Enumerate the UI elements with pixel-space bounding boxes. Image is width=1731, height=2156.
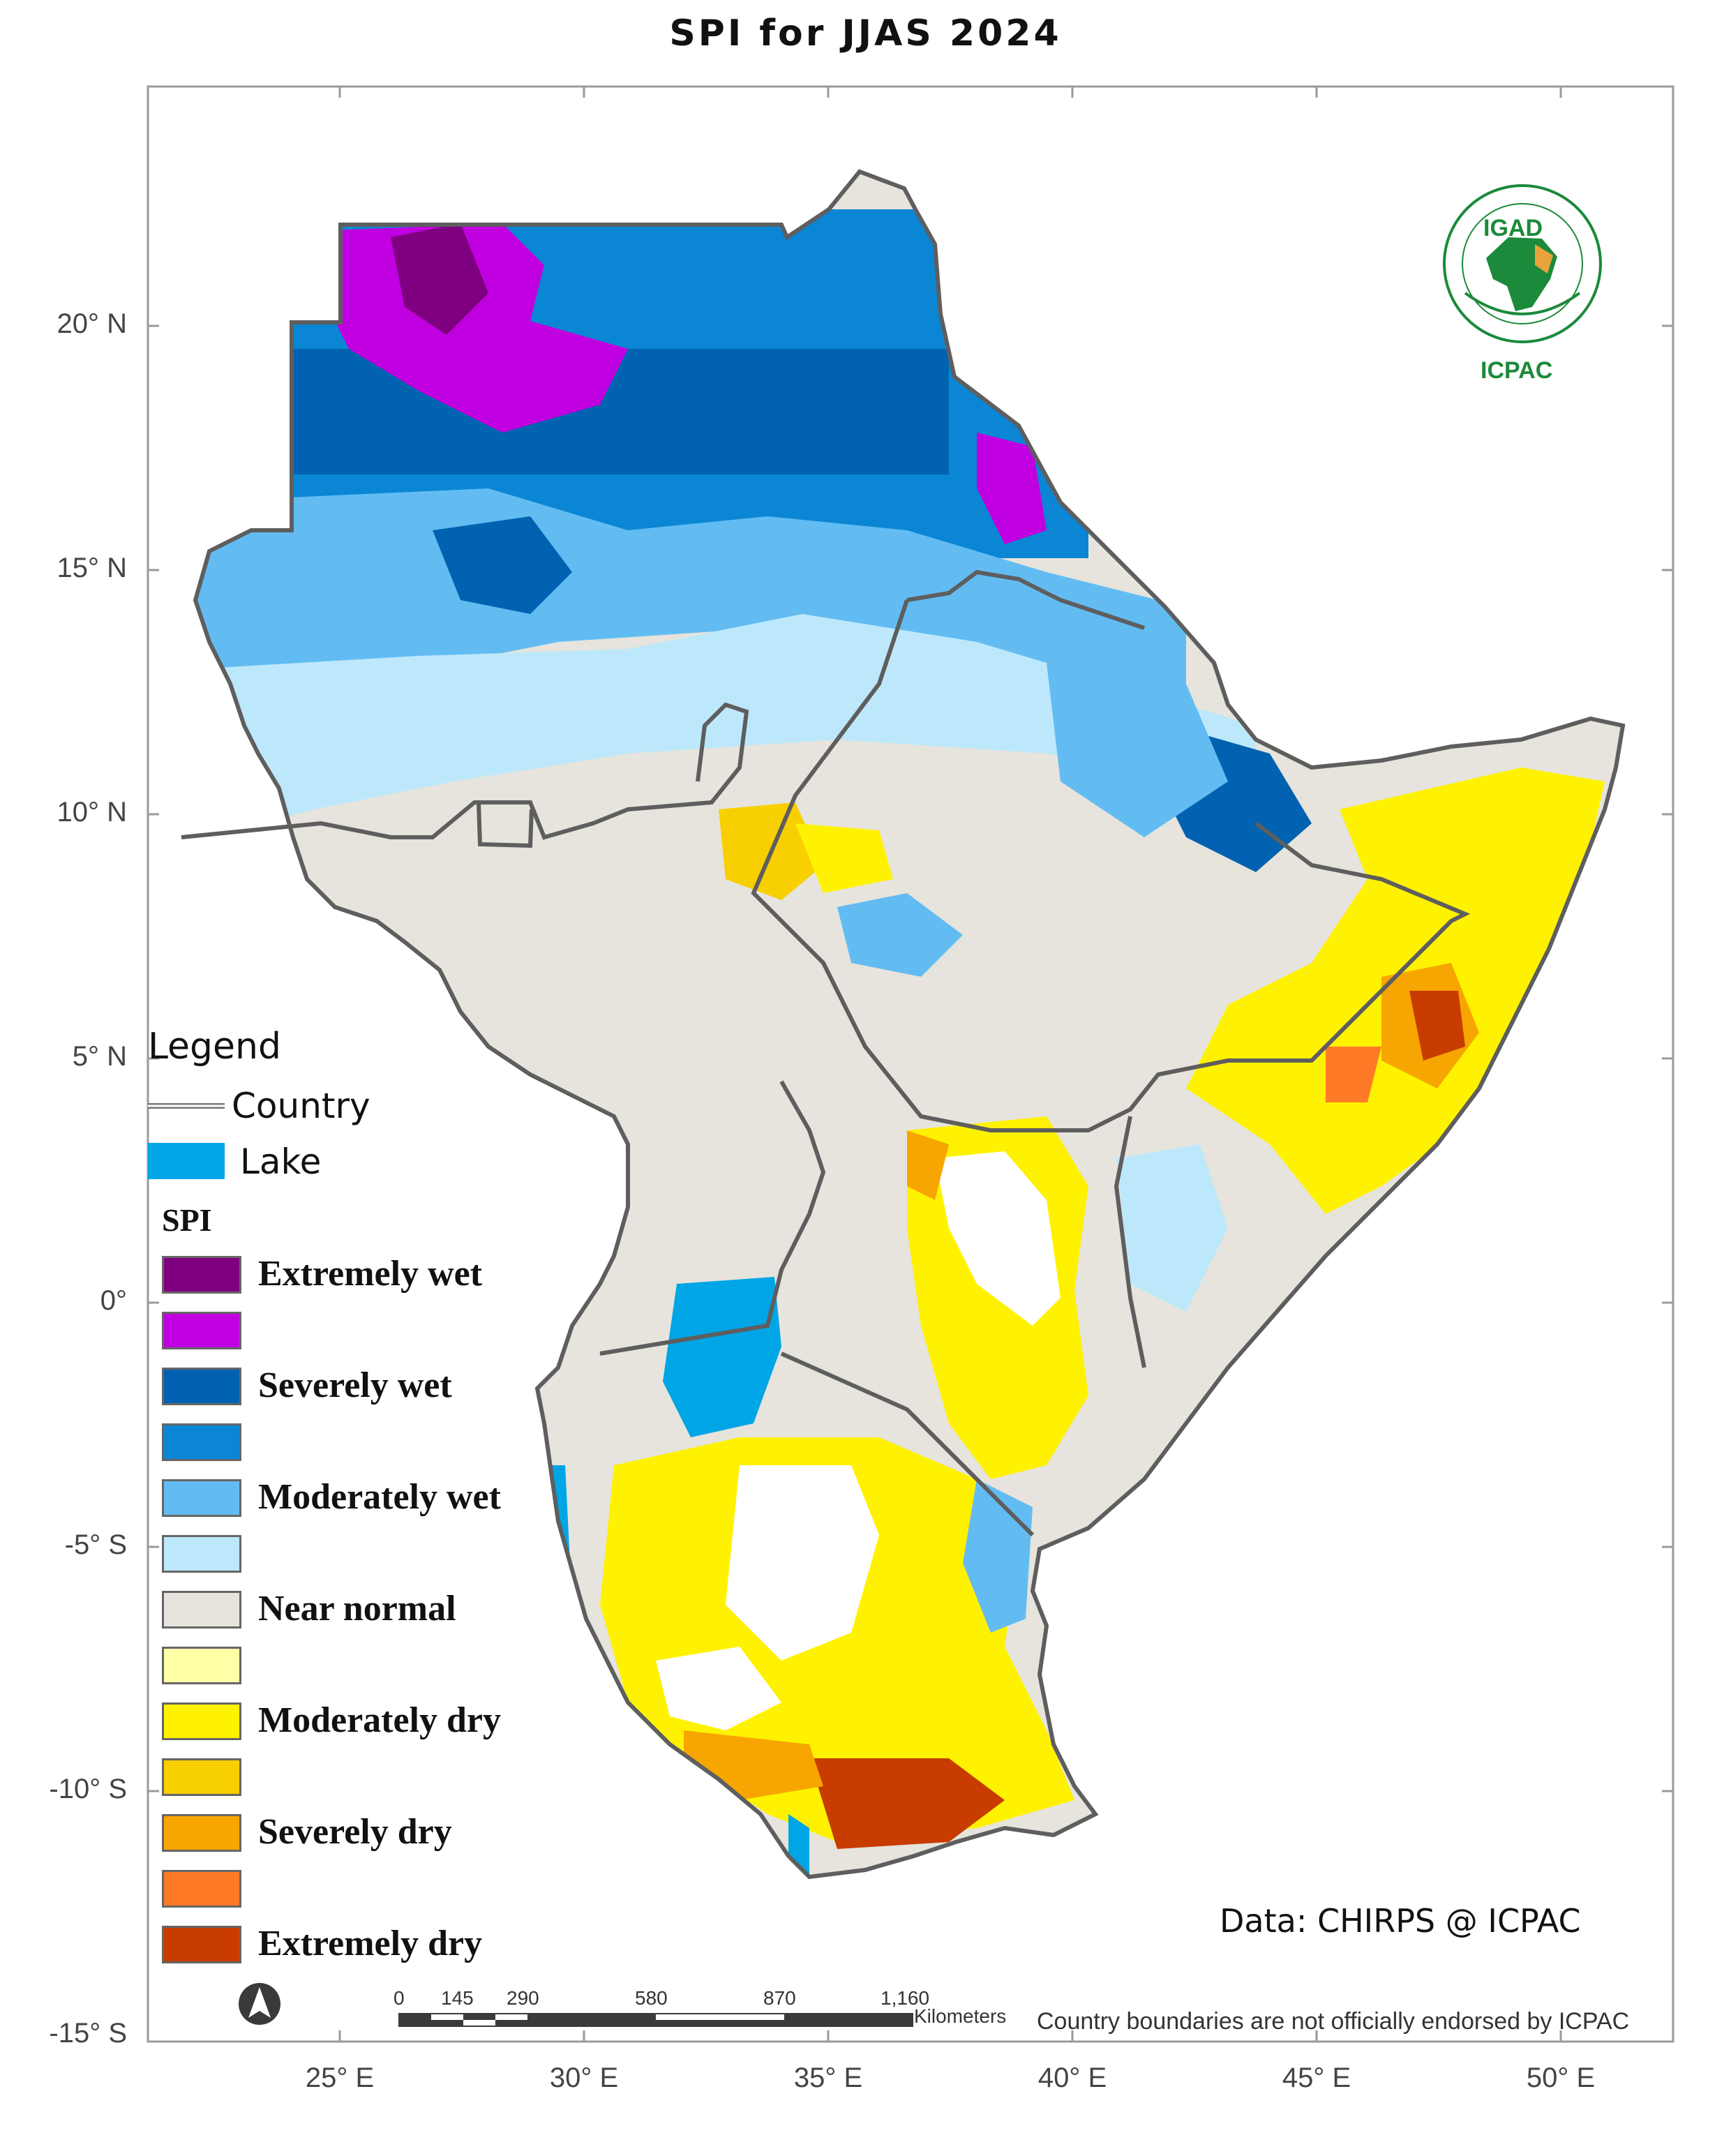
lon-tick: 25° E	[305, 2063, 375, 2093]
spi-swatch	[162, 1479, 241, 1517]
spi-class-label: Severely dry	[258, 1812, 452, 1852]
igad-icpac-logo-icon	[1443, 184, 1602, 343]
legend-lake-swatch	[148, 1143, 225, 1179]
spi-class-label: Moderately wet	[258, 1477, 501, 1517]
spi-class-label: Moderately dry	[258, 1700, 502, 1740]
logo-top-text: IGAD	[1483, 215, 1543, 241]
lon-tick: 35° E	[793, 2063, 863, 2093]
spi-swatch	[162, 1423, 241, 1461]
logo-bottom-text: ICPAC	[1481, 357, 1553, 384]
spi-swatch	[162, 1312, 241, 1349]
scale-label: 1,160	[881, 1987, 930, 2009]
legend-country-label: Country	[232, 1086, 370, 1126]
spi-swatch	[162, 1870, 241, 1908]
legend-lake-label: Lake	[240, 1141, 322, 1182]
scale-label: 870	[763, 1987, 796, 2009]
spi-swatch	[162, 1368, 241, 1405]
spi-swatch	[162, 1702, 241, 1740]
frame-ticks	[148, 87, 1673, 2042]
spi-swatch	[162, 1647, 241, 1684]
data-credit: Data: CHIRPS @ ICPAC	[1220, 1902, 1581, 1940]
spi-swatch	[162, 1926, 241, 1963]
scale-label: 580	[635, 1987, 668, 2009]
scale-label: 0	[394, 1987, 405, 2009]
lat-tick: -15° S	[49, 2018, 127, 2049]
spi-class-label: Extremely wet	[258, 1254, 483, 1294]
lat-tick: 20° N	[57, 308, 128, 339]
country-boundaries	[181, 569, 1471, 1537]
lat-tick: -5° S	[64, 1529, 127, 1560]
scale-label: 290	[507, 1987, 539, 2009]
spi-class-label: Extremely dry	[258, 1924, 483, 1963]
lon-tick: 45° E	[1282, 2063, 1351, 2093]
spi-swatch	[162, 1591, 241, 1629]
spi-swatch	[162, 1758, 241, 1796]
lat-tick: 15° N	[57, 553, 128, 583]
lat-tick: 0°	[100, 1285, 127, 1316]
scale-bar	[398, 2013, 913, 2027]
spi-swatch	[162, 1256, 241, 1294]
scale-unit: Kilometers	[914, 2005, 1007, 2027]
disclaimer: Country boundaries are not officially en…	[1037, 2008, 1630, 2035]
spi-swatch	[162, 1814, 241, 1852]
map-frame	[147, 85, 1674, 2043]
legend-title: Legend	[148, 1026, 282, 1068]
lat-tick: 5° N	[72, 1041, 127, 1072]
lat-tick: 10° N	[57, 797, 128, 828]
lon-tick: 40° E	[1037, 2063, 1107, 2093]
spi-title: SPI	[162, 1202, 212, 1238]
lon-tick: 30° E	[549, 2063, 619, 2093]
scale-label: 145	[441, 1987, 474, 2009]
spi-class-label: Near normal	[258, 1589, 456, 1629]
spi-swatch	[162, 1535, 241, 1573]
north-arrow-icon	[239, 1983, 280, 2025]
lat-tick: -10° S	[49, 1774, 127, 1804]
lon-tick: 50° E	[1526, 2063, 1596, 2093]
spi-class-label: Severely wet	[258, 1365, 452, 1405]
map-title: SPI for JJAS 2024	[669, 13, 1062, 54]
